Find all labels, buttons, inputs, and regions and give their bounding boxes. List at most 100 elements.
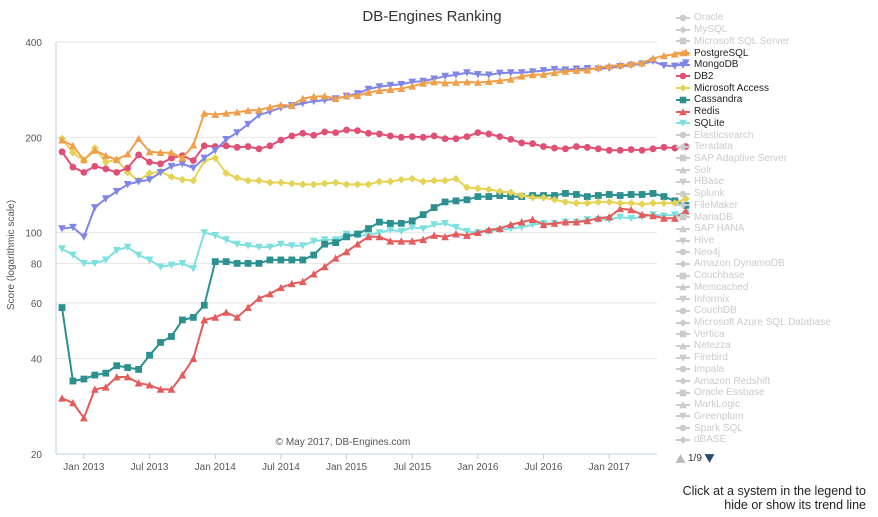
data-point[interactable] bbox=[572, 143, 580, 150]
data-point[interactable] bbox=[517, 191, 526, 200]
data-point[interactable] bbox=[69, 163, 77, 171]
data-point[interactable] bbox=[528, 221, 537, 229]
data-point[interactable] bbox=[430, 231, 439, 239]
data-point[interactable] bbox=[58, 245, 66, 253]
data-point[interactable] bbox=[178, 316, 186, 324]
data-point[interactable] bbox=[627, 205, 636, 214]
data-point[interactable] bbox=[627, 60, 636, 68]
legend-item-dbase[interactable]: dBASE bbox=[676, 434, 876, 446]
data-point[interactable] bbox=[507, 193, 515, 200]
data-point[interactable] bbox=[288, 132, 296, 140]
data-point[interactable] bbox=[550, 195, 559, 204]
data-point[interactable] bbox=[233, 173, 242, 182]
data-point[interactable] bbox=[473, 71, 482, 79]
data-point[interactable] bbox=[583, 66, 592, 74]
data-point[interactable] bbox=[484, 77, 493, 85]
data-point[interactable] bbox=[178, 154, 187, 162]
data-point[interactable] bbox=[168, 333, 175, 340]
data-point[interactable] bbox=[616, 213, 625, 221]
legend-item-sap-adaptive-server[interactable]: SAP Adaptive Server bbox=[676, 153, 876, 165]
data-point[interactable] bbox=[397, 227, 406, 236]
data-point[interactable] bbox=[211, 146, 220, 155]
data-point[interactable] bbox=[90, 204, 99, 212]
data-point[interactable] bbox=[386, 132, 394, 140]
data-point[interactable] bbox=[550, 219, 559, 227]
data-point[interactable] bbox=[616, 199, 625, 207]
data-point[interactable] bbox=[112, 187, 121, 196]
data-point[interactable] bbox=[255, 106, 263, 114]
data-point[interactable] bbox=[101, 158, 110, 167]
data-point[interactable] bbox=[649, 199, 657, 207]
data-point[interactable] bbox=[649, 190, 657, 197]
data-point[interactable] bbox=[167, 385, 176, 393]
data-point[interactable] bbox=[364, 232, 373, 241]
data-point[interactable] bbox=[605, 213, 614, 221]
data-point[interactable] bbox=[561, 198, 570, 206]
data-point[interactable] bbox=[276, 101, 285, 109]
data-point[interactable] bbox=[123, 150, 132, 158]
data-point[interactable] bbox=[101, 383, 110, 391]
data-point[interactable] bbox=[146, 351, 153, 359]
data-point[interactable] bbox=[233, 108, 242, 116]
data-point[interactable] bbox=[255, 294, 263, 302]
series-postgresql[interactable] bbox=[58, 48, 690, 164]
legend-item-informix[interactable]: Informix bbox=[676, 293, 876, 305]
series-line-sqlite[interactable] bbox=[61, 212, 686, 271]
data-point[interactable] bbox=[496, 133, 504, 141]
data-point[interactable] bbox=[287, 101, 296, 109]
legend-item-netezza[interactable]: Netezza bbox=[676, 340, 876, 352]
data-point[interactable] bbox=[112, 373, 121, 381]
legend-marker[interactable] bbox=[679, 400, 687, 408]
legend-item-sap-hana[interactable]: SAP HANA bbox=[676, 223, 876, 235]
data-point[interactable] bbox=[211, 258, 219, 266]
data-point[interactable] bbox=[58, 136, 66, 144]
data-point[interactable] bbox=[430, 204, 438, 211]
data-point[interactable] bbox=[452, 230, 460, 238]
data-point[interactable] bbox=[321, 128, 329, 136]
data-point[interactable] bbox=[112, 155, 121, 164]
data-point[interactable] bbox=[255, 111, 263, 120]
data-point[interactable] bbox=[463, 231, 471, 239]
data-point[interactable] bbox=[266, 178, 274, 187]
legend-marker[interactable] bbox=[679, 14, 687, 22]
data-point[interactable] bbox=[222, 258, 230, 266]
series-line-mongodb[interactable] bbox=[61, 60, 687, 239]
legend-item-vertica[interactable]: Vertica bbox=[676, 328, 876, 340]
data-point[interactable] bbox=[551, 192, 558, 199]
data-point[interactable] bbox=[58, 225, 66, 233]
data-point[interactable] bbox=[200, 142, 208, 150]
data-point[interactable] bbox=[123, 181, 132, 189]
legend-marker[interactable] bbox=[679, 389, 687, 397]
data-point[interactable] bbox=[233, 129, 242, 137]
legend-marker[interactable] bbox=[679, 237, 687, 245]
data-point[interactable] bbox=[408, 223, 417, 232]
data-point[interactable] bbox=[309, 180, 318, 189]
data-point[interactable] bbox=[266, 243, 274, 252]
legend-marker[interactable] bbox=[679, 166, 687, 174]
legend-item-elasticsearch[interactable]: Elasticsearch bbox=[676, 129, 876, 141]
data-point[interactable] bbox=[222, 109, 231, 117]
legend-item-solr[interactable]: Solr bbox=[676, 164, 876, 176]
data-point[interactable] bbox=[551, 144, 558, 152]
data-point[interactable] bbox=[616, 192, 624, 199]
legend-item-marklogic[interactable]: MarkLogic bbox=[676, 399, 876, 411]
legend-marker[interactable] bbox=[679, 377, 687, 385]
data-point[interactable] bbox=[484, 226, 493, 234]
legend-marker[interactable] bbox=[679, 354, 687, 362]
data-point[interactable] bbox=[189, 176, 198, 185]
data-point[interactable] bbox=[441, 135, 449, 143]
data-point[interactable] bbox=[244, 143, 252, 150]
data-point[interactable] bbox=[583, 143, 591, 151]
data-point[interactable] bbox=[419, 225, 428, 233]
data-point[interactable] bbox=[101, 151, 110, 160]
data-point[interactable] bbox=[506, 75, 515, 83]
data-point[interactable] bbox=[134, 134, 143, 143]
data-point[interactable] bbox=[660, 62, 668, 70]
legend-item-couchbase[interactable]: Couchbase bbox=[676, 270, 876, 282]
legend-marker[interactable] bbox=[679, 73, 687, 80]
data-point[interactable] bbox=[616, 204, 625, 213]
data-point[interactable] bbox=[484, 185, 493, 194]
legend-marker[interactable] bbox=[679, 37, 687, 45]
data-point[interactable] bbox=[375, 130, 383, 138]
legend-marker[interactable] bbox=[679, 366, 687, 373]
